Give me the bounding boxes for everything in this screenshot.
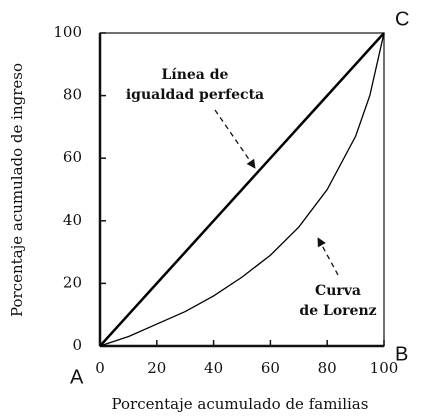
y-tick-label: 60 [63,148,82,166]
x-tick-label: 80 [318,359,337,377]
corner-label: B [395,343,408,365]
annotation-arrow [317,237,339,276]
annotation: de Lorenz [299,303,376,319]
y-tick-label: 100 [53,23,82,41]
corner-label: C [395,8,409,30]
annotation-arrow [214,109,256,169]
corner-label: A [70,366,84,388]
series-line [99,32,385,347]
x-tick-label: 40 [204,359,223,377]
x-tick-label: 60 [261,359,280,377]
annotation: igualdad perfecta [126,87,264,103]
annotation: Línea de [162,67,229,83]
y-axis-label: Porcentaje acumulado de ingreso [8,63,26,317]
x-axis-label: Porcentaje acumulado de familias [112,395,369,413]
x-tick-label: 0 [95,359,105,377]
x-tick-label: 100 [370,359,399,377]
y-tick-label: 80 [63,86,82,104]
annotation: Curva [315,283,361,299]
series-line [99,32,385,347]
y-tick-label: 40 [63,211,82,229]
y-tick-label: 0 [72,336,82,354]
x-tick-label: 20 [147,359,166,377]
y-tick-label: 20 [63,273,82,291]
